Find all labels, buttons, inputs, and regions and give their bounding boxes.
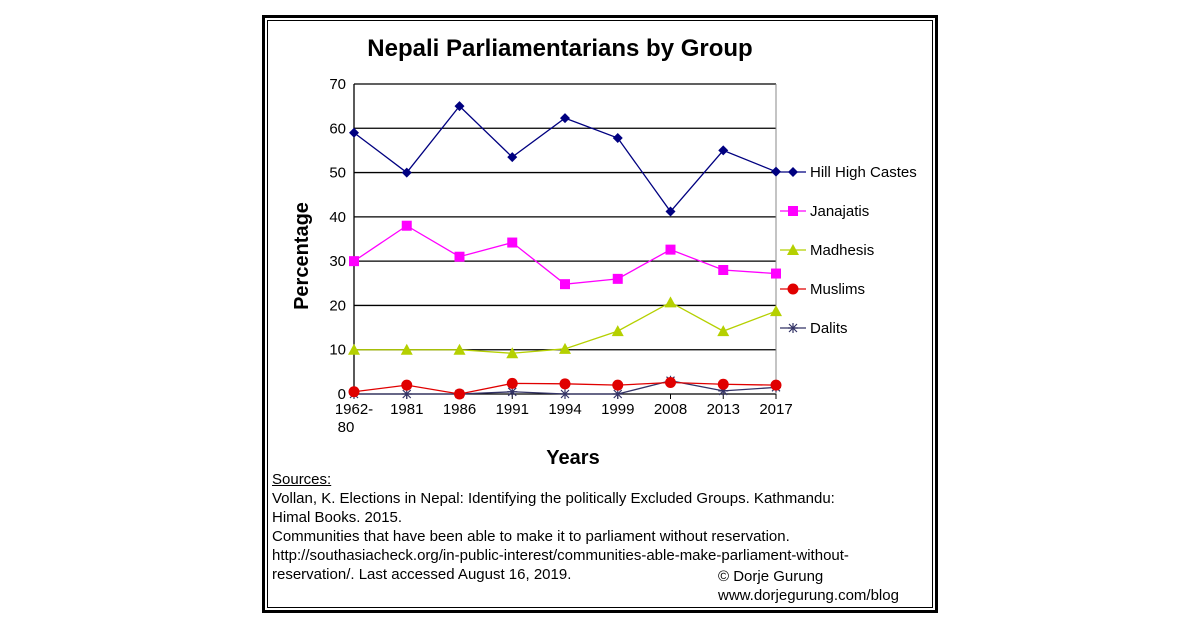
data-point [506, 377, 518, 389]
data-point [788, 323, 798, 333]
data-point [788, 206, 798, 216]
source-line: Communities that have been able to make … [272, 528, 790, 545]
data-point [770, 379, 782, 391]
source-line: http://southasiacheck.org/in-public-inte… [272, 547, 849, 564]
x-tick-label: 1991 [496, 401, 529, 418]
source-line: Himal Books. 2015. [272, 509, 403, 526]
y-tick-label: 0 [338, 386, 346, 403]
data-point [717, 325, 730, 337]
y-tick-label: 70 [329, 76, 346, 93]
x-tick-label: 1962-80 [335, 401, 373, 436]
x-tick-label: 1981 [390, 401, 423, 418]
legend-label: Hill High Castes [810, 164, 917, 181]
data-point [348, 343, 360, 355]
series-line [353, 224, 777, 285]
data-point [349, 127, 359, 138]
chart-frame [262, 15, 938, 613]
data-point [454, 101, 465, 112]
x-tick-label: 2008 [654, 401, 687, 418]
data-point [612, 133, 623, 144]
source-line: reservation/. Last accessed August 16, 2… [272, 566, 572, 583]
data-point [717, 378, 729, 390]
data-point [454, 251, 465, 262]
data-point [771, 166, 781, 177]
data-point [787, 283, 799, 295]
data-point [612, 379, 624, 391]
y-tick-label: 10 [329, 342, 346, 359]
data-point [665, 206, 676, 217]
data-point [454, 388, 465, 400]
data-point [453, 343, 466, 355]
data-point [560, 279, 570, 290]
data-point [507, 386, 518, 397]
data-point [771, 268, 781, 279]
data-point [770, 305, 782, 317]
data-point [664, 296, 677, 308]
legend-label: Janajatis [810, 203, 869, 220]
y-tick-label: 60 [329, 120, 346, 137]
x-tick-label: 1986 [443, 401, 476, 418]
data-point [560, 113, 570, 124]
legend-label: Muslims [810, 281, 865, 298]
data-point [788, 167, 798, 177]
data-point [506, 347, 519, 359]
data-point [401, 167, 412, 178]
source-line: Vollan, K. Elections in Nepal: Identifyi… [272, 490, 835, 507]
data-point [665, 244, 676, 255]
credit-site: www.dorjegurung.com/blog [718, 587, 899, 604]
y-tick-label: 40 [329, 209, 346, 226]
data-point [507, 237, 518, 248]
y-tick-label: 50 [329, 165, 346, 182]
data-point [560, 389, 570, 399]
x-axis-label: Years [546, 447, 599, 469]
data-point [507, 152, 518, 163]
chart-title: Nepali Parliamentarians by Group [367, 35, 752, 62]
data-point [349, 256, 359, 267]
data-point [612, 273, 623, 284]
credit-author: © Dorje Gurung [718, 568, 824, 585]
y-axis-label: Percentage [291, 202, 313, 310]
legend-label: Madhesis [810, 242, 874, 259]
data-point [559, 378, 571, 390]
data-point [401, 379, 413, 391]
data-point [400, 343, 413, 355]
data-point [612, 389, 623, 399]
data-point [665, 376, 676, 388]
data-point [401, 389, 412, 399]
x-tick-label: 1994 [548, 401, 581, 418]
x-tick-label: 2013 [707, 401, 740, 418]
x-tick-label: 1999 [601, 401, 634, 418]
y-tick-label: 20 [329, 297, 346, 314]
data-point [787, 244, 799, 255]
data-point [401, 220, 412, 231]
y-tick-label: 30 [329, 253, 346, 270]
legend-label: Dalits [810, 320, 848, 337]
data-point [718, 145, 729, 156]
data-point [611, 325, 624, 337]
data-point [559, 342, 571, 354]
data-point [348, 386, 360, 398]
x-tick-label: 2017 [759, 401, 792, 418]
sources-heading: Sources: [272, 471, 332, 488]
data-point [718, 265, 729, 275]
